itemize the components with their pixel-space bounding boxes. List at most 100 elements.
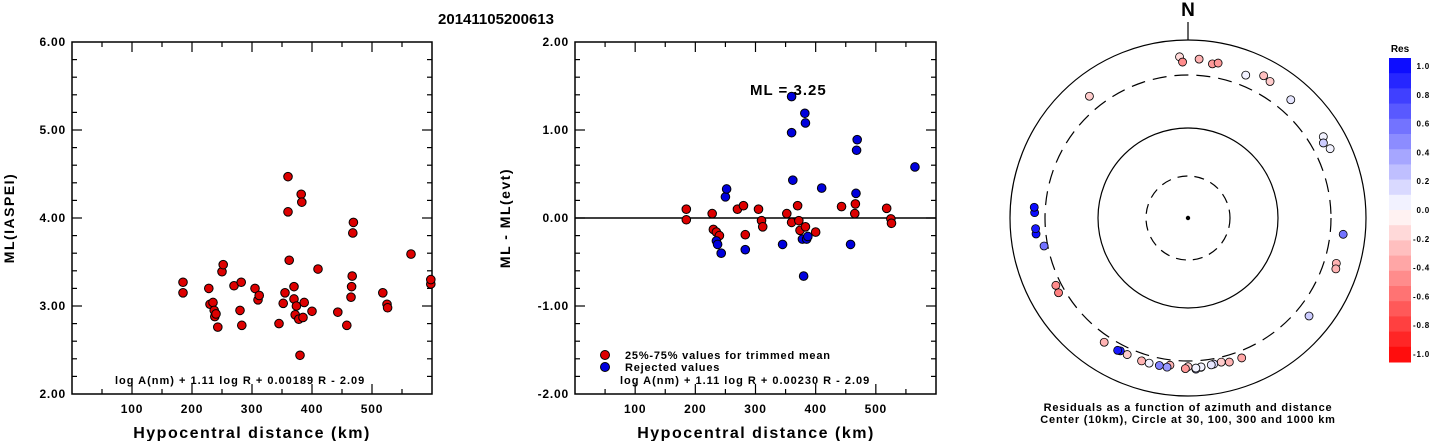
x-tick-labels: 100 200 300 400 500 <box>624 402 886 416</box>
y-tick-label: 6.00 <box>39 35 66 49</box>
station-point <box>1122 350 1132 359</box>
station-point <box>1154 361 1164 370</box>
data-point <box>681 214 692 225</box>
data-point <box>296 189 307 200</box>
colorbar-cell <box>1389 179 1411 196</box>
data-point <box>378 288 388 298</box>
colorbar-tick-label: 0.2 <box>1416 177 1430 186</box>
data-point <box>213 322 223 332</box>
data-point <box>406 249 416 259</box>
station-point <box>1259 71 1269 81</box>
data-point <box>254 290 265 301</box>
y-tick-label: 2.00 <box>39 387 66 401</box>
colorbar-cell <box>1389 118 1411 135</box>
colorbar-tick-label: -0.8 <box>1413 321 1430 330</box>
colorbar-cells <box>1389 58 1411 363</box>
station-point <box>1216 357 1226 367</box>
station-point <box>1051 280 1061 290</box>
x-tick-label: 300 <box>241 402 263 416</box>
data-point <box>788 175 798 185</box>
data-point <box>803 231 813 242</box>
caption-line-2: Center (10km), Circle at 30, 100, 300 an… <box>1040 414 1335 426</box>
data-point <box>218 259 228 270</box>
data-point <box>881 203 892 214</box>
data-point <box>346 281 357 292</box>
data-point <box>297 197 307 207</box>
colorbar-cell <box>1389 316 1411 333</box>
colorbar-cell <box>1389 225 1411 241</box>
data-point <box>781 208 792 219</box>
data-point <box>178 277 188 288</box>
data-point <box>348 217 359 228</box>
station-point <box>1191 363 1201 373</box>
y-tick-label: -2.00 <box>538 387 569 401</box>
colorbar-tick-label: 0.6 <box>1416 120 1430 129</box>
colorbar-cell <box>1389 331 1411 348</box>
formula-text: log A(nm) + 1.11 log R + 0.00189 R - 2.0… <box>115 375 365 387</box>
panel-ml-iaspei: 2.00 3.00 4.00 5.00 6.00 100 200 300 400 500 log… <box>1 35 436 441</box>
data-point <box>280 288 290 298</box>
station-point <box>1039 241 1049 251</box>
station-point <box>1224 357 1234 367</box>
ring-30km <box>1145 175 1231 261</box>
data-point <box>886 218 897 229</box>
data-point <box>283 207 293 217</box>
data-point <box>342 320 352 331</box>
colorbar-cell <box>1389 270 1411 287</box>
ring-100km <box>1097 127 1279 309</box>
station-point <box>1054 288 1063 298</box>
station-point <box>1194 54 1204 64</box>
data-point <box>849 208 860 219</box>
station-point <box>1318 138 1328 148</box>
station-point <box>1213 58 1223 68</box>
x-tick-label: 100 <box>121 402 143 416</box>
station-point <box>1331 264 1341 274</box>
data-point <box>707 208 717 219</box>
colorbar-tick-label: -1.0 <box>1413 350 1430 359</box>
y-tick-label: -1.00 <box>538 299 569 313</box>
data-point <box>792 200 803 211</box>
x-tick-label: 200 <box>181 402 203 416</box>
colorbar: Res 1.0 0.8 0.6 0.4 0.2 0.0 -0.2 -0.4 -0.6 -0.8 -1… <box>1389 44 1430 363</box>
x-tick-label: 500 <box>361 402 383 416</box>
x-axis-label: Hypocentral distance (km) <box>637 425 875 441</box>
data-point <box>753 204 764 214</box>
data-point <box>716 248 727 258</box>
station-point <box>1031 224 1040 234</box>
legend-label-rejected: Rejected values <box>625 362 720 374</box>
x-tick-label: 300 <box>744 402 766 416</box>
station-point <box>1162 362 1172 372</box>
station-point <box>1338 229 1348 239</box>
colorbar-tick-label: -0.4 <box>1413 264 1430 273</box>
station-point <box>1085 91 1094 101</box>
legend-label-trimmed: 25%-75% values for trimmed mean <box>625 350 831 362</box>
data-point <box>313 264 323 274</box>
colorbar-cell <box>1389 255 1411 272</box>
data-point <box>757 222 768 232</box>
x-axis-label: Hypocentral distance (km) <box>133 425 371 441</box>
colorbar-cell <box>1389 88 1411 105</box>
y-tick-label: 0.00 <box>542 211 569 225</box>
data-point <box>204 283 214 294</box>
data-point <box>236 277 246 288</box>
data-point <box>283 171 293 182</box>
north-label: N <box>1181 0 1195 21</box>
data-point <box>720 192 731 202</box>
data-point <box>382 302 393 313</box>
data-point <box>681 204 692 214</box>
data-point <box>810 227 821 237</box>
colorbar-cell <box>1389 210 1411 226</box>
legend-marker-trimmed <box>600 350 610 360</box>
panel-ml-residual: -2.00 -1.00 0.00 1.00 2.00 100 200 300 400 500 M… <box>497 35 937 441</box>
y-tick-label: 1.00 <box>542 123 569 137</box>
legend-marker-rejected <box>600 362 610 372</box>
station-point <box>1237 353 1247 363</box>
station-point <box>1325 144 1335 154</box>
caption-line-1: Residuals as a function of azimuth and d… <box>1044 402 1333 414</box>
ring-300km <box>1044 74 1332 362</box>
station-point <box>1099 337 1109 347</box>
data-point <box>348 228 358 238</box>
x-tick-label: 400 <box>301 402 323 416</box>
station-points <box>1029 52 1348 374</box>
